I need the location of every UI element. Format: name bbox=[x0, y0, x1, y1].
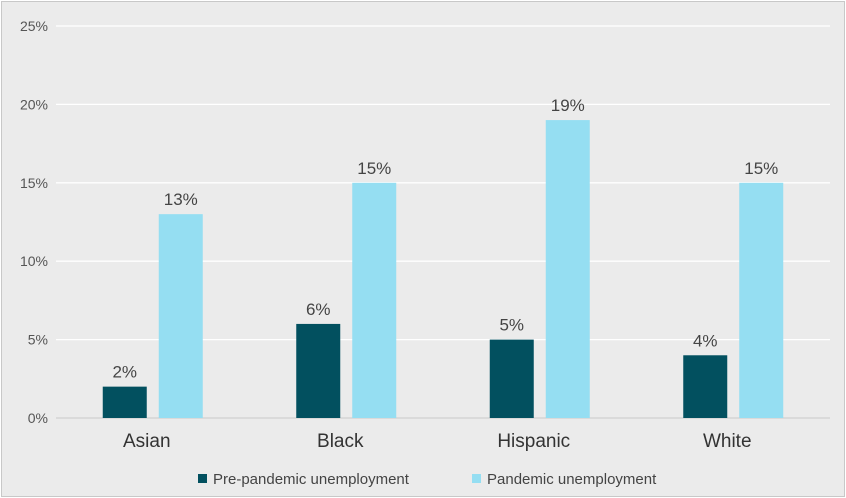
data-labels: 2% 13% 6% 15% 5% 19% 4% 15% bbox=[112, 96, 778, 382]
legend-label: Pandemic unemployment bbox=[487, 471, 657, 488]
data-label: 15% bbox=[744, 159, 778, 178]
data-label: 5% bbox=[499, 316, 524, 335]
bar-pre-pandemic bbox=[102, 386, 147, 418]
legend-swatch bbox=[198, 474, 207, 483]
bar-pandemic bbox=[352, 182, 397, 418]
bar-pandemic bbox=[739, 182, 784, 418]
y-tick-label: 0% bbox=[28, 410, 48, 426]
category-labels: Asian Black Hispanic White bbox=[123, 431, 752, 452]
y-tick-label: 25% bbox=[20, 18, 48, 34]
category-label: Asian bbox=[123, 431, 171, 452]
data-label: 15% bbox=[357, 159, 391, 178]
category-label: Black bbox=[317, 431, 364, 452]
bar-pre-pandemic bbox=[489, 339, 534, 418]
legend-label: Pre-pandemic unemployment bbox=[213, 471, 410, 488]
category-label: Hispanic bbox=[497, 431, 570, 452]
data-label: 6% bbox=[306, 300, 331, 319]
y-tick-label: 15% bbox=[20, 175, 48, 191]
data-label: 2% bbox=[112, 363, 137, 382]
y-tick-label: 20% bbox=[20, 96, 48, 112]
y-tick-label: 10% bbox=[20, 253, 48, 269]
y-axis-tick-labels: 0% 5% 10% 15% 20% 25% bbox=[20, 18, 48, 426]
legend-swatch bbox=[472, 474, 481, 483]
bar-pandemic bbox=[158, 214, 203, 418]
data-label: 4% bbox=[693, 331, 718, 350]
bars bbox=[102, 120, 784, 418]
data-label: 13% bbox=[164, 190, 198, 209]
legend: Pre-pandemic unemployment Pandemic unempl… bbox=[198, 471, 657, 488]
category-label: White bbox=[703, 431, 752, 452]
bar-pre-pandemic bbox=[683, 355, 728, 418]
data-label: 19% bbox=[551, 96, 585, 115]
y-tick-label: 5% bbox=[28, 332, 48, 348]
bar-pandemic bbox=[545, 120, 590, 418]
bar-pre-pandemic bbox=[296, 323, 341, 418]
